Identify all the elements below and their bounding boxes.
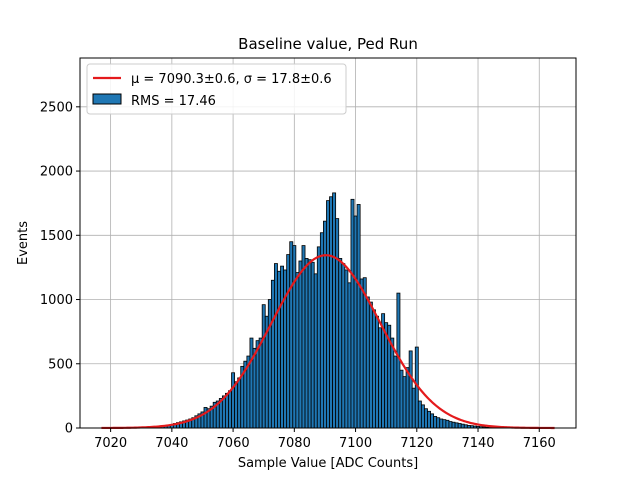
y-tick-label: 1000 (40, 293, 73, 308)
x-tick-label: 7040 (155, 436, 188, 451)
histogram-bar (267, 299, 272, 429)
chart-title: Baseline value, Ped Run (238, 35, 418, 53)
histogram-bar (221, 395, 226, 429)
legend-histogram-label: RMS = 17.46 (131, 94, 216, 109)
x-tick-label: 7080 (278, 436, 311, 451)
histogram-bar (270, 279, 275, 429)
histogram-bar (451, 421, 456, 429)
histogram-bar (347, 282, 352, 429)
y-tick-label: 0 (65, 422, 73, 437)
histogram-bar (231, 372, 236, 429)
histogram-bar (258, 337, 263, 429)
histogram-bar (365, 296, 370, 429)
histogram-bar (417, 400, 422, 429)
histogram-bar (405, 367, 410, 429)
histogram-bar (362, 277, 367, 429)
histogram-bar (301, 245, 306, 429)
histogram-bar (341, 263, 346, 429)
histogram-bar (454, 422, 459, 429)
y-axis-ticks: 0 500 1000 1500 2000 2500 (40, 100, 80, 437)
histogram-bar (430, 413, 435, 429)
histogram-bar (375, 315, 379, 429)
histogram-bar (289, 241, 294, 429)
x-axis-label: Sample Value [ADC Counts] (238, 456, 418, 471)
x-axis-ticks: 7020 7040 7060 7080 7100 7120 7140 7160 (94, 428, 556, 451)
histogram-bar (439, 418, 444, 429)
histogram-bar (408, 350, 413, 429)
y-tick-label: 2000 (40, 165, 73, 180)
legend-box (86, 63, 347, 115)
histogram-bar (225, 392, 229, 429)
histogram-bar (445, 419, 450, 429)
histogram-bar (420, 404, 425, 429)
histogram-bar (319, 232, 324, 429)
histogram-bar (402, 376, 407, 429)
y-tick-label: 1500 (40, 229, 73, 244)
histogram-bar (424, 408, 428, 429)
histogram-bar (323, 220, 327, 429)
histogram-bar (356, 204, 361, 429)
histogram-bar (316, 246, 321, 429)
x-tick-label: 7020 (94, 436, 127, 451)
histogram-bar (442, 419, 447, 429)
histogram-bar (378, 327, 382, 429)
histogram-bar (448, 421, 453, 429)
x-tick-label: 7140 (461, 436, 494, 451)
histogram-bar (433, 416, 438, 429)
histogram-bar (237, 377, 242, 429)
y-axis-label: Events (16, 221, 31, 265)
fit-curve (101, 254, 555, 430)
histogram-bar (457, 423, 462, 429)
histogram-bar (203, 407, 208, 429)
gaussian-fit (101, 254, 555, 430)
y-tick-label: 2500 (40, 100, 73, 115)
histogram-bar (295, 272, 300, 429)
x-tick-label: 7160 (523, 436, 556, 451)
histogram-bar (298, 260, 303, 429)
histogram-bar (326, 200, 330, 429)
histogram-bar (329, 196, 333, 429)
x-tick-label: 7060 (217, 436, 250, 451)
histogram-bar (371, 309, 376, 429)
histogram-bar (338, 258, 343, 429)
histogram-bar (310, 261, 315, 429)
histogram-bar (307, 259, 312, 429)
legend: μ = 7090.3±0.6, σ = 17.8±0.6 RMS = 17.46 (86, 63, 347, 115)
histogram-bar (427, 410, 431, 429)
histogram-bar (399, 369, 404, 429)
histogram-bar (368, 301, 373, 429)
histogram-bar (274, 263, 278, 429)
histogram-bar (390, 337, 395, 429)
histogram-bar (353, 215, 358, 429)
histogram-bar (228, 390, 232, 429)
histogram-bar (255, 340, 260, 429)
histogram-bar (393, 355, 398, 429)
histogram-bar (460, 423, 465, 429)
histogram-bar (234, 381, 239, 429)
plot-frame (79, 57, 577, 429)
histogram-bar (332, 192, 337, 429)
histogram-bar (286, 254, 291, 429)
y-tick-label: 500 (48, 357, 73, 372)
histogram-bar (335, 218, 340, 429)
histogram-bar (252, 347, 257, 429)
histogram-bar (436, 417, 441, 429)
x-tick-label: 7100 (339, 436, 372, 451)
histogram-bar (249, 337, 254, 429)
legend-fit-label: μ = 7090.3±0.6, σ = 17.8±0.6 (131, 72, 332, 87)
histogram-bar (280, 265, 285, 429)
histogram-bar (350, 198, 355, 429)
histogram-bar (344, 269, 349, 429)
histogram-bar (359, 278, 364, 429)
legend-histogram-swatch (92, 93, 122, 105)
histogram-bar (277, 270, 281, 429)
histogram-bar (313, 273, 318, 429)
histogram-bar (411, 387, 416, 429)
histogram-bar (261, 304, 266, 429)
x-tick-label: 7120 (400, 436, 433, 451)
histogram-bar (292, 245, 297, 429)
histogram-bar (304, 258, 309, 429)
